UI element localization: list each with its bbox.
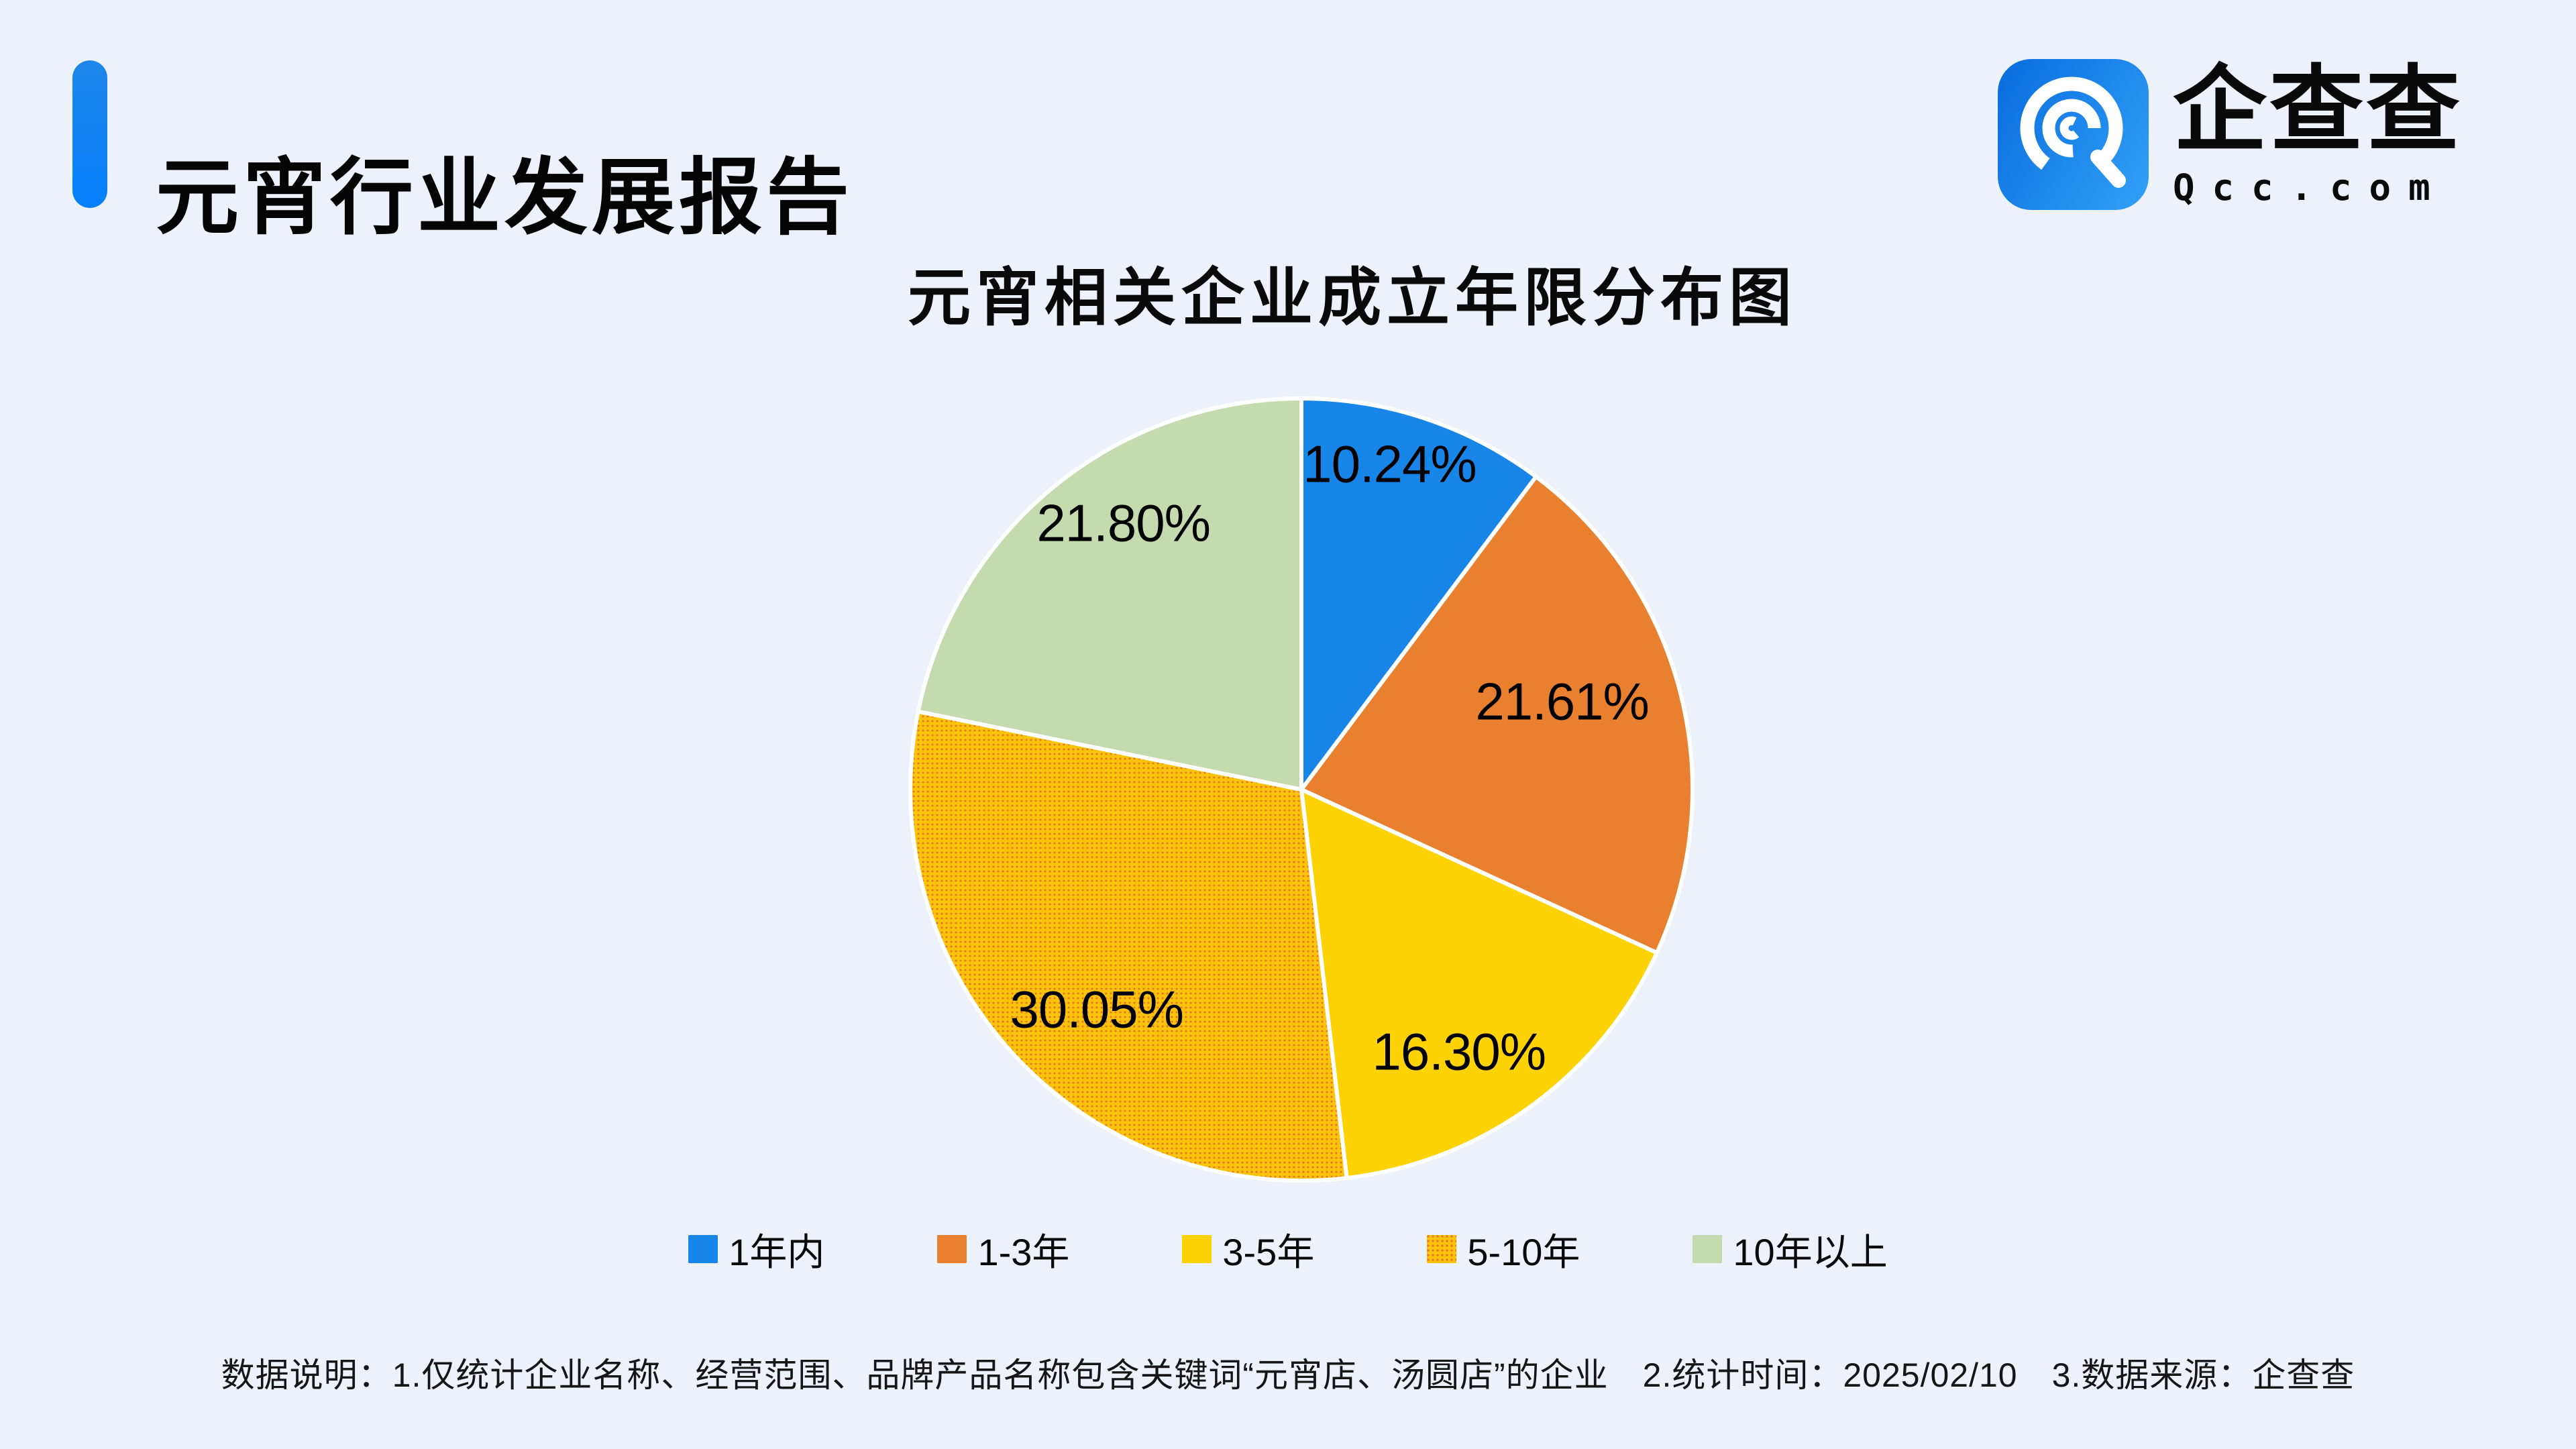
- qcc-logo: 企查查 Qcc.com: [1998, 59, 2463, 210]
- legend-swatch-3: [1182, 1235, 1212, 1263]
- slice-label-4: 30.05%: [1010, 979, 1184, 1039]
- legend-swatch-5: [1693, 1235, 1723, 1263]
- legend-item-4: 5-10年: [1427, 1222, 1580, 1277]
- slice-label-3: 16.30%: [1372, 1022, 1547, 1081]
- data-source-note: 数据说明：1.仅统计企业名称、经营范围、品牌产品名称包含关键词“元宵店、汤圆店”…: [221, 1356, 2355, 1394]
- legend-label-2: 1-3年: [977, 1230, 1070, 1273]
- pie-slice-10年以上: [916, 396, 1303, 792]
- qcc-spiral-q-icon: [1998, 59, 2149, 210]
- legend-swatch-4: [1427, 1235, 1457, 1263]
- pie-chart: 10.24% 21.61% 16.30% 30.05% 21.80%: [908, 396, 1695, 1183]
- legend-label-3: 3-5年: [1222, 1230, 1315, 1273]
- legend-item-3: 3-5年: [1182, 1222, 1314, 1277]
- qcc-logo-name: 企查查: [2173, 57, 2463, 162]
- legend-label-1: 1年内: [729, 1230, 825, 1273]
- legend-item-2: 1-3年: [937, 1222, 1069, 1277]
- legend-item-1: 1年内: [688, 1222, 824, 1277]
- legend-label-5: 10年以上: [1733, 1230, 1888, 1273]
- pie-slice-5-10年: [908, 709, 1349, 1183]
- page-title: 元宵行业发展报告: [156, 152, 854, 245]
- pie-legend: 1年内 1-3年 3-5年 5-10年 10年以上: [0, 1222, 2576, 1276]
- slice-label-1: 10.24%: [1303, 434, 1477, 494]
- qcc-logo-text: 企查查 Qcc.com: [2173, 59, 2463, 209]
- chart-title: 元宵相关企业成立年限分布图: [908, 262, 1798, 333]
- legend-swatch-1: [688, 1235, 718, 1263]
- slice-label-2: 21.61%: [1475, 672, 1650, 731]
- legend-label-4: 5-10年: [1467, 1230, 1580, 1273]
- legend-swatch-2: [937, 1235, 967, 1263]
- slice-label-5: 21.80%: [1036, 493, 1211, 553]
- title-accent-bar: [72, 60, 107, 208]
- pie-svg: [908, 396, 1695, 1183]
- legend-item-5: 10年以上: [1693, 1222, 1888, 1277]
- pie-slice-3-5年: [1299, 788, 1659, 1181]
- qcc-logo-domain: Qcc.com: [2173, 166, 2448, 209]
- pie-slice-1年内: [1299, 396, 1538, 792]
